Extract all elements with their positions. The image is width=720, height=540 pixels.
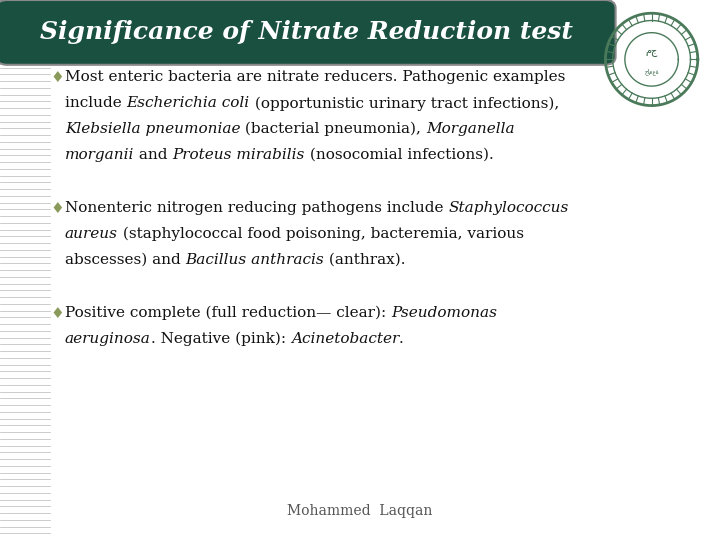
Text: aeruginosa: aeruginosa xyxy=(65,332,150,346)
Text: (staphylococcal food poisoning, bacteremia, various: (staphylococcal food poisoning, bacterem… xyxy=(118,227,523,241)
Text: Escherichia coli: Escherichia coli xyxy=(127,96,250,110)
Text: جامعة: جامعة xyxy=(644,68,659,75)
Text: Staphylococcus: Staphylococcus xyxy=(448,201,569,215)
Text: ♦: ♦ xyxy=(51,306,64,321)
Text: include: include xyxy=(65,96,127,110)
Text: (bacterial pneumonia),: (bacterial pneumonia), xyxy=(240,122,426,137)
Text: abscesses) and: abscesses) and xyxy=(65,253,186,267)
Text: morganii: morganii xyxy=(65,148,134,162)
Text: Acinetobacter: Acinetobacter xyxy=(291,332,399,346)
Text: Significance of Nitrate Reduction test: Significance of Nitrate Reduction test xyxy=(40,21,572,44)
Text: ♦: ♦ xyxy=(51,70,64,85)
Text: Bacillus anthracis: Bacillus anthracis xyxy=(186,253,324,267)
Text: Morganella: Morganella xyxy=(426,122,515,136)
Text: Pseudomonas: Pseudomonas xyxy=(391,306,497,320)
FancyBboxPatch shape xyxy=(0,0,616,65)
Text: Proteus mirabilis: Proteus mirabilis xyxy=(173,148,305,162)
Text: (nosocomial infections).: (nosocomial infections). xyxy=(305,148,494,162)
Text: and: and xyxy=(134,148,173,162)
Text: ♦: ♦ xyxy=(51,201,64,216)
Text: مج: مج xyxy=(645,47,658,57)
Text: Nonenteric nitrogen reducing pathogens include: Nonenteric nitrogen reducing pathogens i… xyxy=(65,201,448,215)
Text: (anthrax).: (anthrax). xyxy=(324,253,405,267)
Text: Positive complete (full reduction— clear):: Positive complete (full reduction— clear… xyxy=(65,306,391,320)
Text: . Negative (pink):: . Negative (pink): xyxy=(150,332,291,346)
Text: .: . xyxy=(399,332,404,346)
Text: Most enteric bacteria are nitrate reducers. Pathogenic examples: Most enteric bacteria are nitrate reduce… xyxy=(65,70,565,84)
Text: Mohammed  Laqqan: Mohammed Laqqan xyxy=(287,504,433,518)
Text: (opportunistic urinary tract infections),: (opportunistic urinary tract infections)… xyxy=(250,96,559,111)
Text: aureus: aureus xyxy=(65,227,118,241)
Text: Klebsiella pneumoniae: Klebsiella pneumoniae xyxy=(65,122,240,136)
